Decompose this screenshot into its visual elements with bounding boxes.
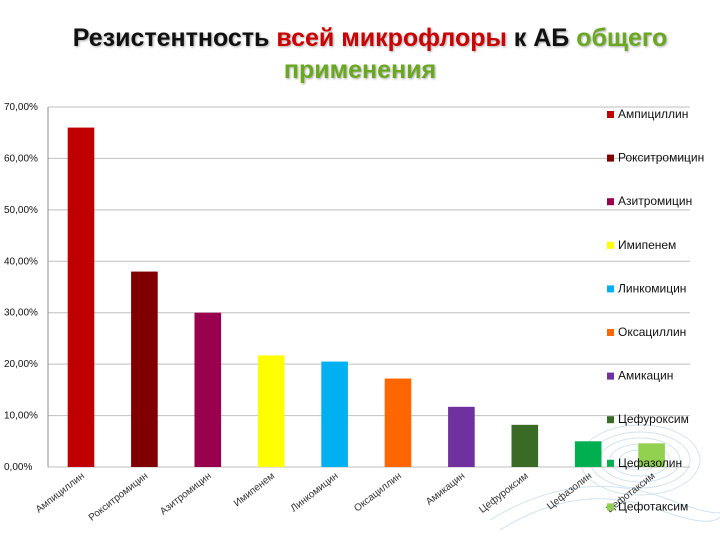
category-label: Имипенем bbox=[232, 471, 277, 510]
title-part-3: к АБ bbox=[506, 24, 577, 52]
y-tick-label: 10,00% bbox=[4, 411, 38, 422]
bar-9 bbox=[574, 441, 602, 467]
bar-8 bbox=[511, 424, 539, 467]
legend-swatch bbox=[607, 285, 614, 293]
legend-swatch bbox=[607, 416, 614, 424]
legend-swatch bbox=[607, 154, 614, 162]
legend-swatch bbox=[607, 198, 614, 206]
category-label: Азитромицин bbox=[158, 471, 214, 518]
bar-3 bbox=[194, 312, 222, 467]
bar-5 bbox=[321, 361, 348, 467]
bar-1 bbox=[67, 127, 95, 468]
category-label: Рокситромицин bbox=[87, 471, 150, 524]
y-tick-label: 50,00% bbox=[4, 205, 38, 216]
legend-label: Цефотаксим bbox=[618, 499, 688, 513]
bar-7 bbox=[448, 406, 475, 467]
title-part-2: всей микрофлоры bbox=[276, 24, 507, 52]
legend-label: Ампициллин bbox=[618, 107, 688, 121]
bar-6 bbox=[384, 378, 412, 467]
y-tick-label: 30,00% bbox=[4, 308, 38, 319]
bar-4 bbox=[257, 355, 285, 467]
legend-swatch bbox=[607, 241, 614, 249]
title-part-1: Резистентность bbox=[72, 24, 277, 52]
y-tick-label: 40,00% bbox=[4, 256, 38, 267]
legend-label: Цефуроксим bbox=[618, 412, 689, 426]
bar-2 bbox=[131, 271, 158, 467]
category-label: Линкомицин bbox=[289, 471, 341, 515]
legend-swatch bbox=[607, 372, 614, 380]
legend-label: Линкомицин bbox=[618, 281, 686, 295]
legend-swatch bbox=[607, 459, 614, 467]
legend-label: Оксациллин bbox=[618, 325, 686, 339]
legend-label: Цефазолин bbox=[618, 456, 682, 470]
y-tick-label: 0,00% bbox=[4, 462, 32, 473]
legend-label: Рокситромицин bbox=[618, 151, 704, 165]
legend: Ампициллин Рокситромицин Азитромицин Имипен… bbox=[607, 107, 704, 513]
bar-10 bbox=[638, 443, 665, 467]
category-label: Амикацин bbox=[424, 471, 467, 508]
legend-swatch bbox=[607, 503, 614, 511]
slide-title: Резистентность всей микрофлоры к АБ обще… bbox=[0, 22, 720, 86]
y-tick-label: 60,00% bbox=[4, 153, 38, 164]
bars bbox=[67, 127, 665, 468]
y-tick-label: 20,00% bbox=[4, 359, 38, 370]
legend-swatch bbox=[607, 111, 614, 118]
legend-label: Азитромицин bbox=[618, 194, 692, 208]
legend-label: Имипенем bbox=[618, 238, 676, 252]
title-part-4: общего bbox=[576, 24, 668, 52]
legend-swatch bbox=[607, 329, 614, 336]
title-line-1: Резистентность всей микрофлоры к АБ обще… bbox=[0, 22, 720, 54]
category-label: Цефазолин bbox=[545, 470, 594, 512]
category-labels: Ампициллин Рокситромицин Азитромицин Имипен… bbox=[34, 470, 658, 524]
y-tick-label: 70,00% bbox=[4, 102, 38, 113]
background-swirl-decoration bbox=[489, 424, 720, 531]
category-label: Ампициллин bbox=[34, 471, 87, 516]
y-axis-ticks: 0,00% 10,00% 20,00% 30,00% 40,00% 50,00% 60,00… bbox=[4, 102, 38, 473]
category-label: Цефуроксим bbox=[477, 470, 531, 516]
category-label: Оксациллин bbox=[352, 471, 404, 515]
legend-label: Амикацин bbox=[618, 369, 673, 383]
title-line-2: применения bbox=[283, 56, 437, 84]
